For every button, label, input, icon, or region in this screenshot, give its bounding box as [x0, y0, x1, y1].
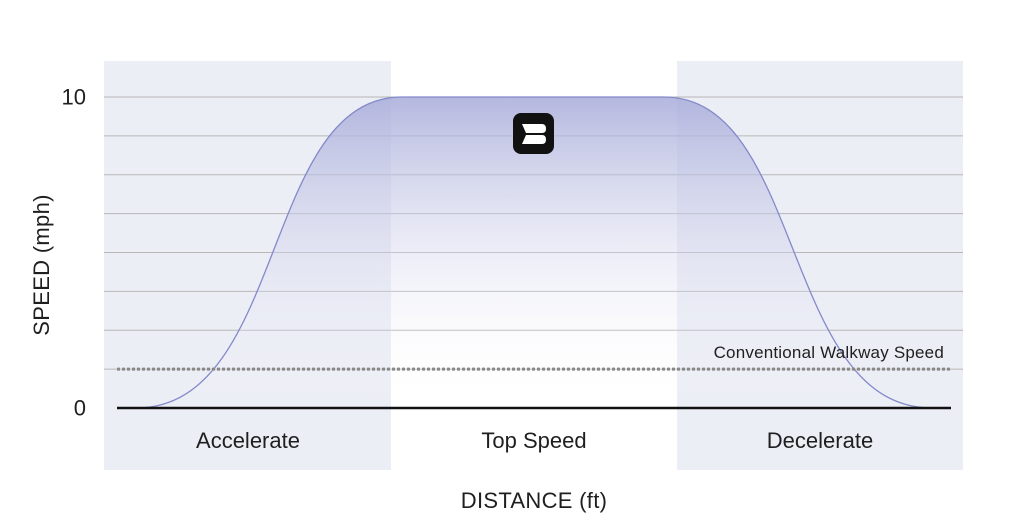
y-tick-label-bottom: 0: [74, 396, 86, 421]
y-tick-label-top: 10: [62, 85, 86, 110]
x-axis-title: DISTANCE (ft): [461, 488, 608, 513]
speed-area: [136, 97, 932, 408]
b-logo-icon: [513, 113, 554, 154]
walkway-speed-label: Conventional Walkway Speed: [714, 343, 944, 362]
phase-label-accelerate: Accelerate: [196, 428, 300, 453]
phase-label-top-speed: Top Speed: [481, 428, 586, 453]
y-axis-title: SPEED (mph): [29, 194, 54, 335]
speed-curve-line: [135, 96, 933, 409]
phase-label-decelerate: Decelerate: [767, 428, 873, 453]
